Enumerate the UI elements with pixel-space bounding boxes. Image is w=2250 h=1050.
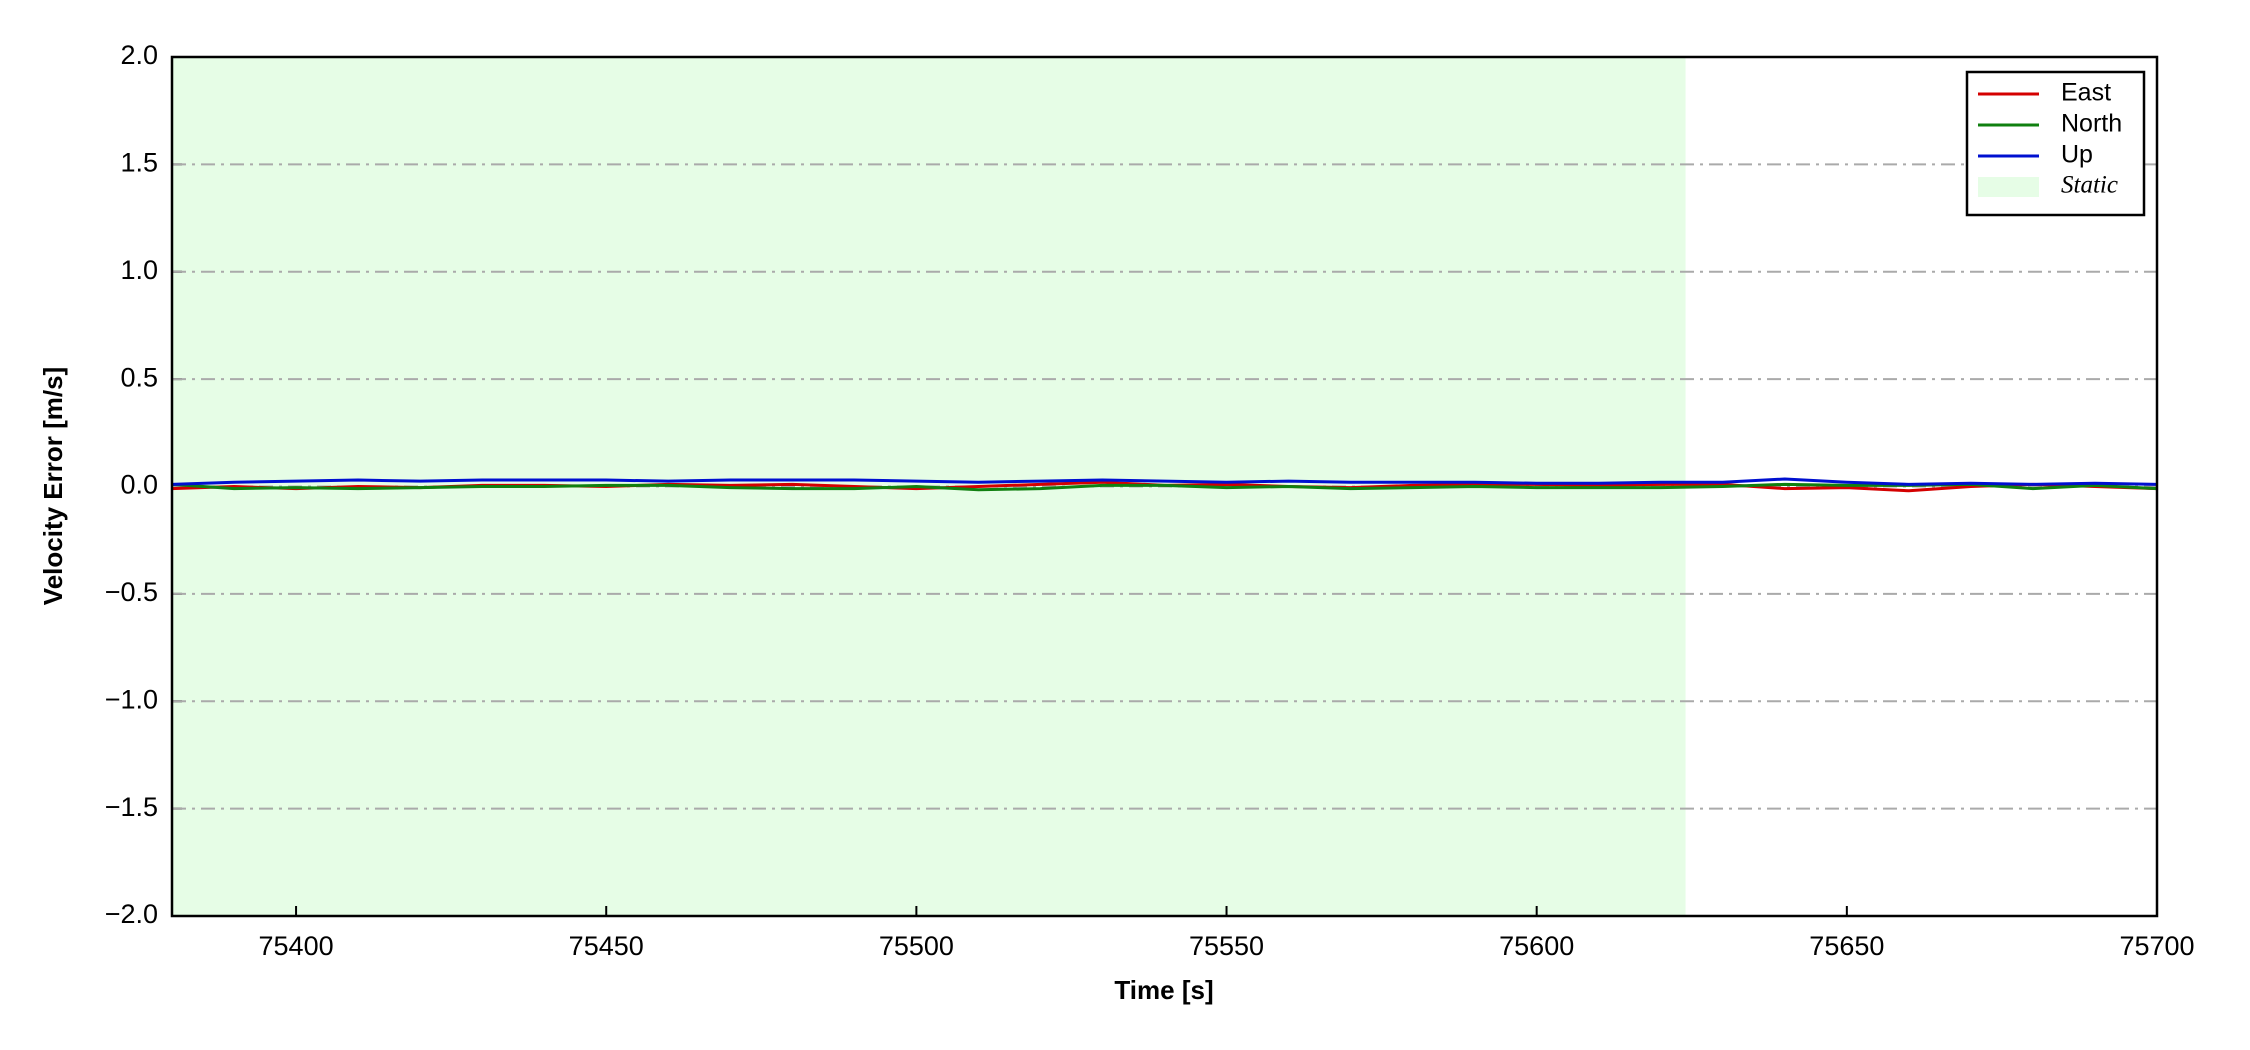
y-tick-label: −0.5 <box>105 577 158 607</box>
y-axis-title: Velocity Error [m/s] <box>38 367 68 605</box>
x-axis-title: Time [s] <box>1114 975 1213 1005</box>
y-tick-label: −1.5 <box>105 792 158 822</box>
series-line <box>171 482 2158 492</box>
legend-label: North <box>2061 110 2122 138</box>
x-tick-label: 75650 <box>1809 931 1884 961</box>
x-tick-label: 75500 <box>879 931 954 961</box>
x-tick-label: 75400 <box>259 931 334 961</box>
y-tick-label: −2.0 <box>105 899 158 929</box>
x-tick-label: 75450 <box>569 931 644 961</box>
y-tick-label: 1.5 <box>120 148 158 178</box>
y-tick-label: 0.5 <box>120 362 158 392</box>
y-tick-label: 1.0 <box>120 255 158 285</box>
legend-label: East <box>2061 79 2111 107</box>
legend-swatch <box>1978 177 2039 197</box>
series-line <box>171 477 2158 486</box>
plot-frame <box>170 55 2159 918</box>
y-tick-label: 0.0 <box>120 470 158 500</box>
y-tick-label: 2.0 <box>120 40 158 70</box>
legend-label: Up <box>2061 141 2093 169</box>
x-tick-label: 75700 <box>2119 931 2194 961</box>
legend-label: Static <box>2061 172 2118 199</box>
y-tick-label: −1.0 <box>105 684 158 714</box>
x-tick-label: 75600 <box>1499 931 1574 961</box>
legend: East North Up Static <box>1965 70 2146 217</box>
x-tick-label: 75550 <box>1189 931 1264 961</box>
